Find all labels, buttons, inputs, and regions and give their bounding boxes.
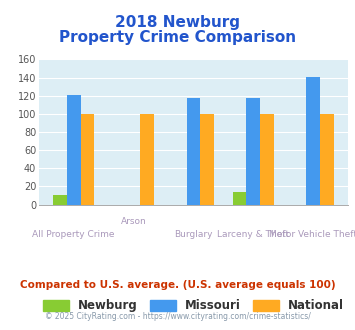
Legend: Newburg, Missouri, National: Newburg, Missouri, National — [38, 295, 349, 317]
Bar — [246, 98, 260, 205]
Text: Motor Vehicle Theft: Motor Vehicle Theft — [269, 230, 355, 239]
Text: Burglary: Burglary — [174, 230, 213, 239]
Bar — [67, 95, 81, 205]
Text: Property Crime Comparison: Property Crime Comparison — [59, 30, 296, 45]
Bar — [187, 98, 200, 205]
Bar — [53, 195, 67, 205]
Bar — [81, 114, 94, 205]
Bar — [200, 114, 214, 205]
Bar — [233, 192, 246, 205]
Text: 2018 Newburg: 2018 Newburg — [115, 15, 240, 30]
Bar — [320, 114, 334, 205]
Bar — [141, 114, 154, 205]
Bar — [260, 114, 274, 205]
Text: © 2025 CityRating.com - https://www.cityrating.com/crime-statistics/: © 2025 CityRating.com - https://www.city… — [45, 312, 310, 321]
Text: All Property Crime: All Property Crime — [33, 230, 115, 239]
Text: Arson: Arson — [121, 217, 147, 226]
Text: Compared to U.S. average. (U.S. average equals 100): Compared to U.S. average. (U.S. average … — [20, 280, 335, 290]
Bar — [306, 77, 320, 205]
Text: Larceny & Theft: Larceny & Theft — [217, 230, 289, 239]
